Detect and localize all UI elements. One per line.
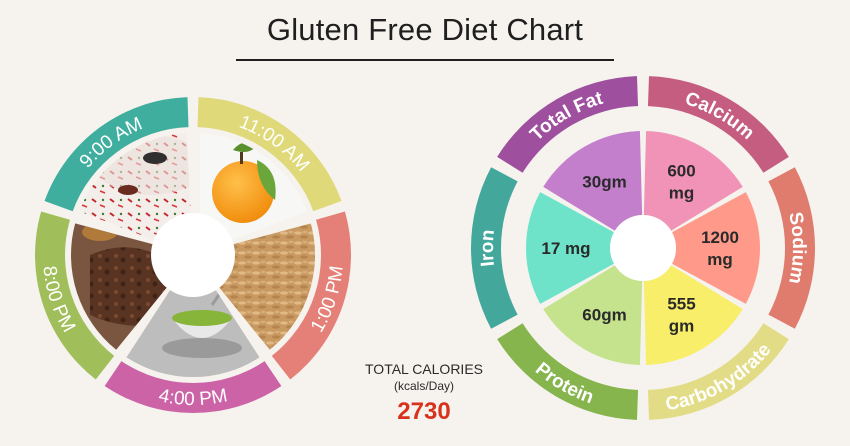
nutrient-value-carbohydrate: 555 gm <box>667 295 695 336</box>
meal-segment-4-00-pm <box>104 361 282 414</box>
nutrient-wheel: Total Fat CalciumSodiumCarbohydrateProtei… <box>471 76 815 420</box>
nutrient-segment-protein <box>497 323 639 420</box>
nutrient-value-iron: 17 mg <box>541 239 590 258</box>
meal-time-wheel: 9:00 AM 11:00 AM1:00 PM4:00 PM8:00 PM <box>34 97 351 414</box>
nutrient-segment-total-fat <box>497 76 639 173</box>
nutrient-value-protein: 60gm <box>582 306 626 325</box>
page-title: Gluten Free Diet Chart <box>266 12 584 47</box>
nutrient-segment-carbohydrate <box>647 323 789 420</box>
nutrient-value-wedge-sodium <box>672 192 760 304</box>
total-calories-unit: (kcals/Day) <box>393 379 454 393</box>
nutrient-value-wedge-protein <box>543 265 643 365</box>
nutrient-value-wedge-total-fat <box>543 131 643 231</box>
meal-segment-9-00-am <box>44 97 189 212</box>
nutrient-value-wedge-iron <box>526 192 614 304</box>
title-underline <box>236 59 614 61</box>
grilled-meat-image <box>71 223 168 350</box>
nutrient-value-wedge-carbohydrate <box>643 265 743 365</box>
meal-time-label: 4:00 PM <box>157 385 229 410</box>
nutrient-value-total-fat: 30gm <box>582 172 626 191</box>
nutrient-segment-sodium <box>768 167 815 329</box>
total-calories-value: 2730 <box>397 398 451 425</box>
nutrient-segment-iron <box>471 167 518 329</box>
meal-segment-1-00-pm <box>271 211 351 380</box>
nutrient-name-label: Sodium <box>784 210 809 285</box>
meal-wheel-hub <box>151 213 235 297</box>
nutrient-value-wedge-calcium <box>643 131 743 231</box>
nutrient-value-sodium: 1200 mg <box>701 228 739 269</box>
meal-segment-8-00-pm <box>34 211 115 380</box>
total-calories-label: TOTAL CALORIES <box>365 361 483 377</box>
nutrient-name-label: Iron <box>477 229 499 268</box>
nutrient-segment-calcium <box>647 76 789 173</box>
nutrient-wheel-hub <box>610 215 676 281</box>
meal-segment-11-00-am <box>197 97 342 212</box>
nutrient-value-calcium: 600 mg <box>667 161 695 202</box>
